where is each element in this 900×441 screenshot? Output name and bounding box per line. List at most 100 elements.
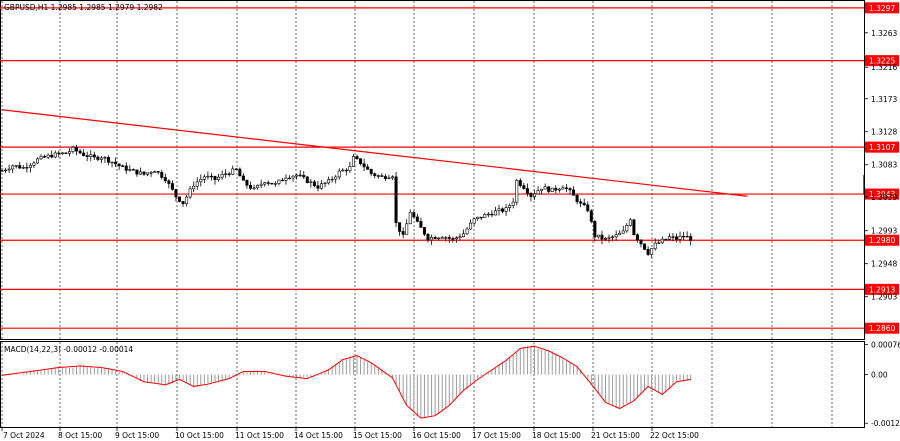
candle-body <box>302 174 306 178</box>
candle-body <box>348 166 352 172</box>
time-label: 16 Oct 15:00 <box>412 431 461 440</box>
candle-body <box>117 163 121 167</box>
candle-body <box>206 175 210 178</box>
candle-body <box>309 181 313 183</box>
candle-body <box>486 213 490 216</box>
candle-body <box>657 242 661 244</box>
candle-body <box>266 182 270 184</box>
candle-body <box>138 171 142 175</box>
time-axis: 7 Oct 2024 8 Oct 15:00 9 Oct 15:00 10 Oct 1… <box>1 427 699 440</box>
candle-body <box>96 156 100 160</box>
macd-histogram <box>1 345 692 419</box>
candle-body <box>99 157 103 160</box>
candle-body <box>82 152 86 156</box>
candle-body <box>128 169 132 171</box>
time-label: 17 Oct 15:00 <box>472 431 521 440</box>
candle-body <box>227 173 231 175</box>
candle-body <box>323 182 327 185</box>
candle-body <box>667 236 671 240</box>
price-tick-label: 1.3083 <box>871 161 897 170</box>
macd-panel-frame <box>0 341 865 428</box>
candle-body <box>440 237 444 239</box>
candle-body <box>376 175 380 177</box>
level-tag <box>865 141 899 153</box>
time-label: 9 Oct 15:00 <box>115 431 159 440</box>
candle-body <box>202 176 206 180</box>
candle-body <box>405 223 409 235</box>
candle-body <box>625 225 629 232</box>
candle-body <box>685 235 689 238</box>
macd-label: MACD(14,22,3) -0.00012 -0.00014 <box>4 345 133 354</box>
candle-body <box>359 158 363 164</box>
candle-body <box>635 234 639 241</box>
candle-body <box>579 201 583 204</box>
candle-body <box>639 239 643 245</box>
level-tag <box>865 55 899 67</box>
candle-body <box>103 157 107 159</box>
time-label: 14 Oct 15:00 <box>294 431 343 440</box>
candle-body <box>259 183 263 186</box>
candle-body <box>298 174 302 177</box>
candle-body <box>554 187 558 191</box>
candle-body <box>483 214 487 219</box>
candle-body <box>447 237 451 239</box>
candle-body <box>572 189 576 196</box>
candle-body <box>327 179 331 184</box>
candle-body <box>550 187 554 192</box>
candle-body <box>380 175 384 177</box>
candle-body <box>575 194 579 203</box>
candle-body <box>351 156 355 167</box>
candle-body <box>277 179 281 184</box>
candle-body <box>451 238 455 240</box>
candle-body <box>674 236 678 240</box>
candle-body <box>160 171 164 178</box>
time-label: 8 Oct 15:00 <box>58 431 102 440</box>
candle-body <box>330 178 334 181</box>
candle-body <box>110 161 114 164</box>
level-tag <box>865 283 899 295</box>
candle-body <box>305 176 309 183</box>
candle-body <box>632 219 636 236</box>
level-label: 1.2913 <box>869 285 895 294</box>
candle-body <box>660 238 664 244</box>
macd-axis: 0.00076 0.00 -0.00123 <box>864 341 900 428</box>
candle-body <box>593 221 597 238</box>
candle-body <box>92 154 96 158</box>
candle-body <box>35 158 39 164</box>
candle-body <box>334 176 338 180</box>
price-tick-label: 1.3173 <box>871 95 897 104</box>
candle-body <box>341 169 345 172</box>
candle-body <box>472 218 476 224</box>
time-label: 15 Oct 15:00 <box>353 431 402 440</box>
candle-body <box>284 177 288 181</box>
candle-body <box>401 231 405 235</box>
candle-body <box>568 188 572 191</box>
candle-body <box>589 210 593 222</box>
candle-body <box>607 237 611 239</box>
candle-body <box>547 186 551 192</box>
candle-body <box>114 161 118 165</box>
candle-body <box>596 234 600 238</box>
candle-body <box>199 179 203 183</box>
candle-body <box>249 184 253 189</box>
candle-body <box>415 216 419 222</box>
candle-body <box>124 165 128 171</box>
candle-body <box>504 207 508 212</box>
price-tick-label: 1.3128 <box>871 128 897 137</box>
candle-body <box>319 183 323 189</box>
candle-body <box>71 147 75 152</box>
candle-body <box>291 175 295 179</box>
candle-body <box>280 179 284 182</box>
candle-body <box>7 168 11 171</box>
candle-body <box>444 237 448 239</box>
candle-body <box>195 181 199 187</box>
candle-body <box>603 238 607 240</box>
candle-body <box>149 172 153 174</box>
trend-line[interactable] <box>1 109 748 197</box>
price-tick-label: 1.2903 <box>871 293 897 302</box>
time-label: 21 Oct 15:00 <box>591 431 640 440</box>
candle-body <box>557 188 561 191</box>
candle-body <box>383 176 387 179</box>
level-tag <box>865 234 899 246</box>
